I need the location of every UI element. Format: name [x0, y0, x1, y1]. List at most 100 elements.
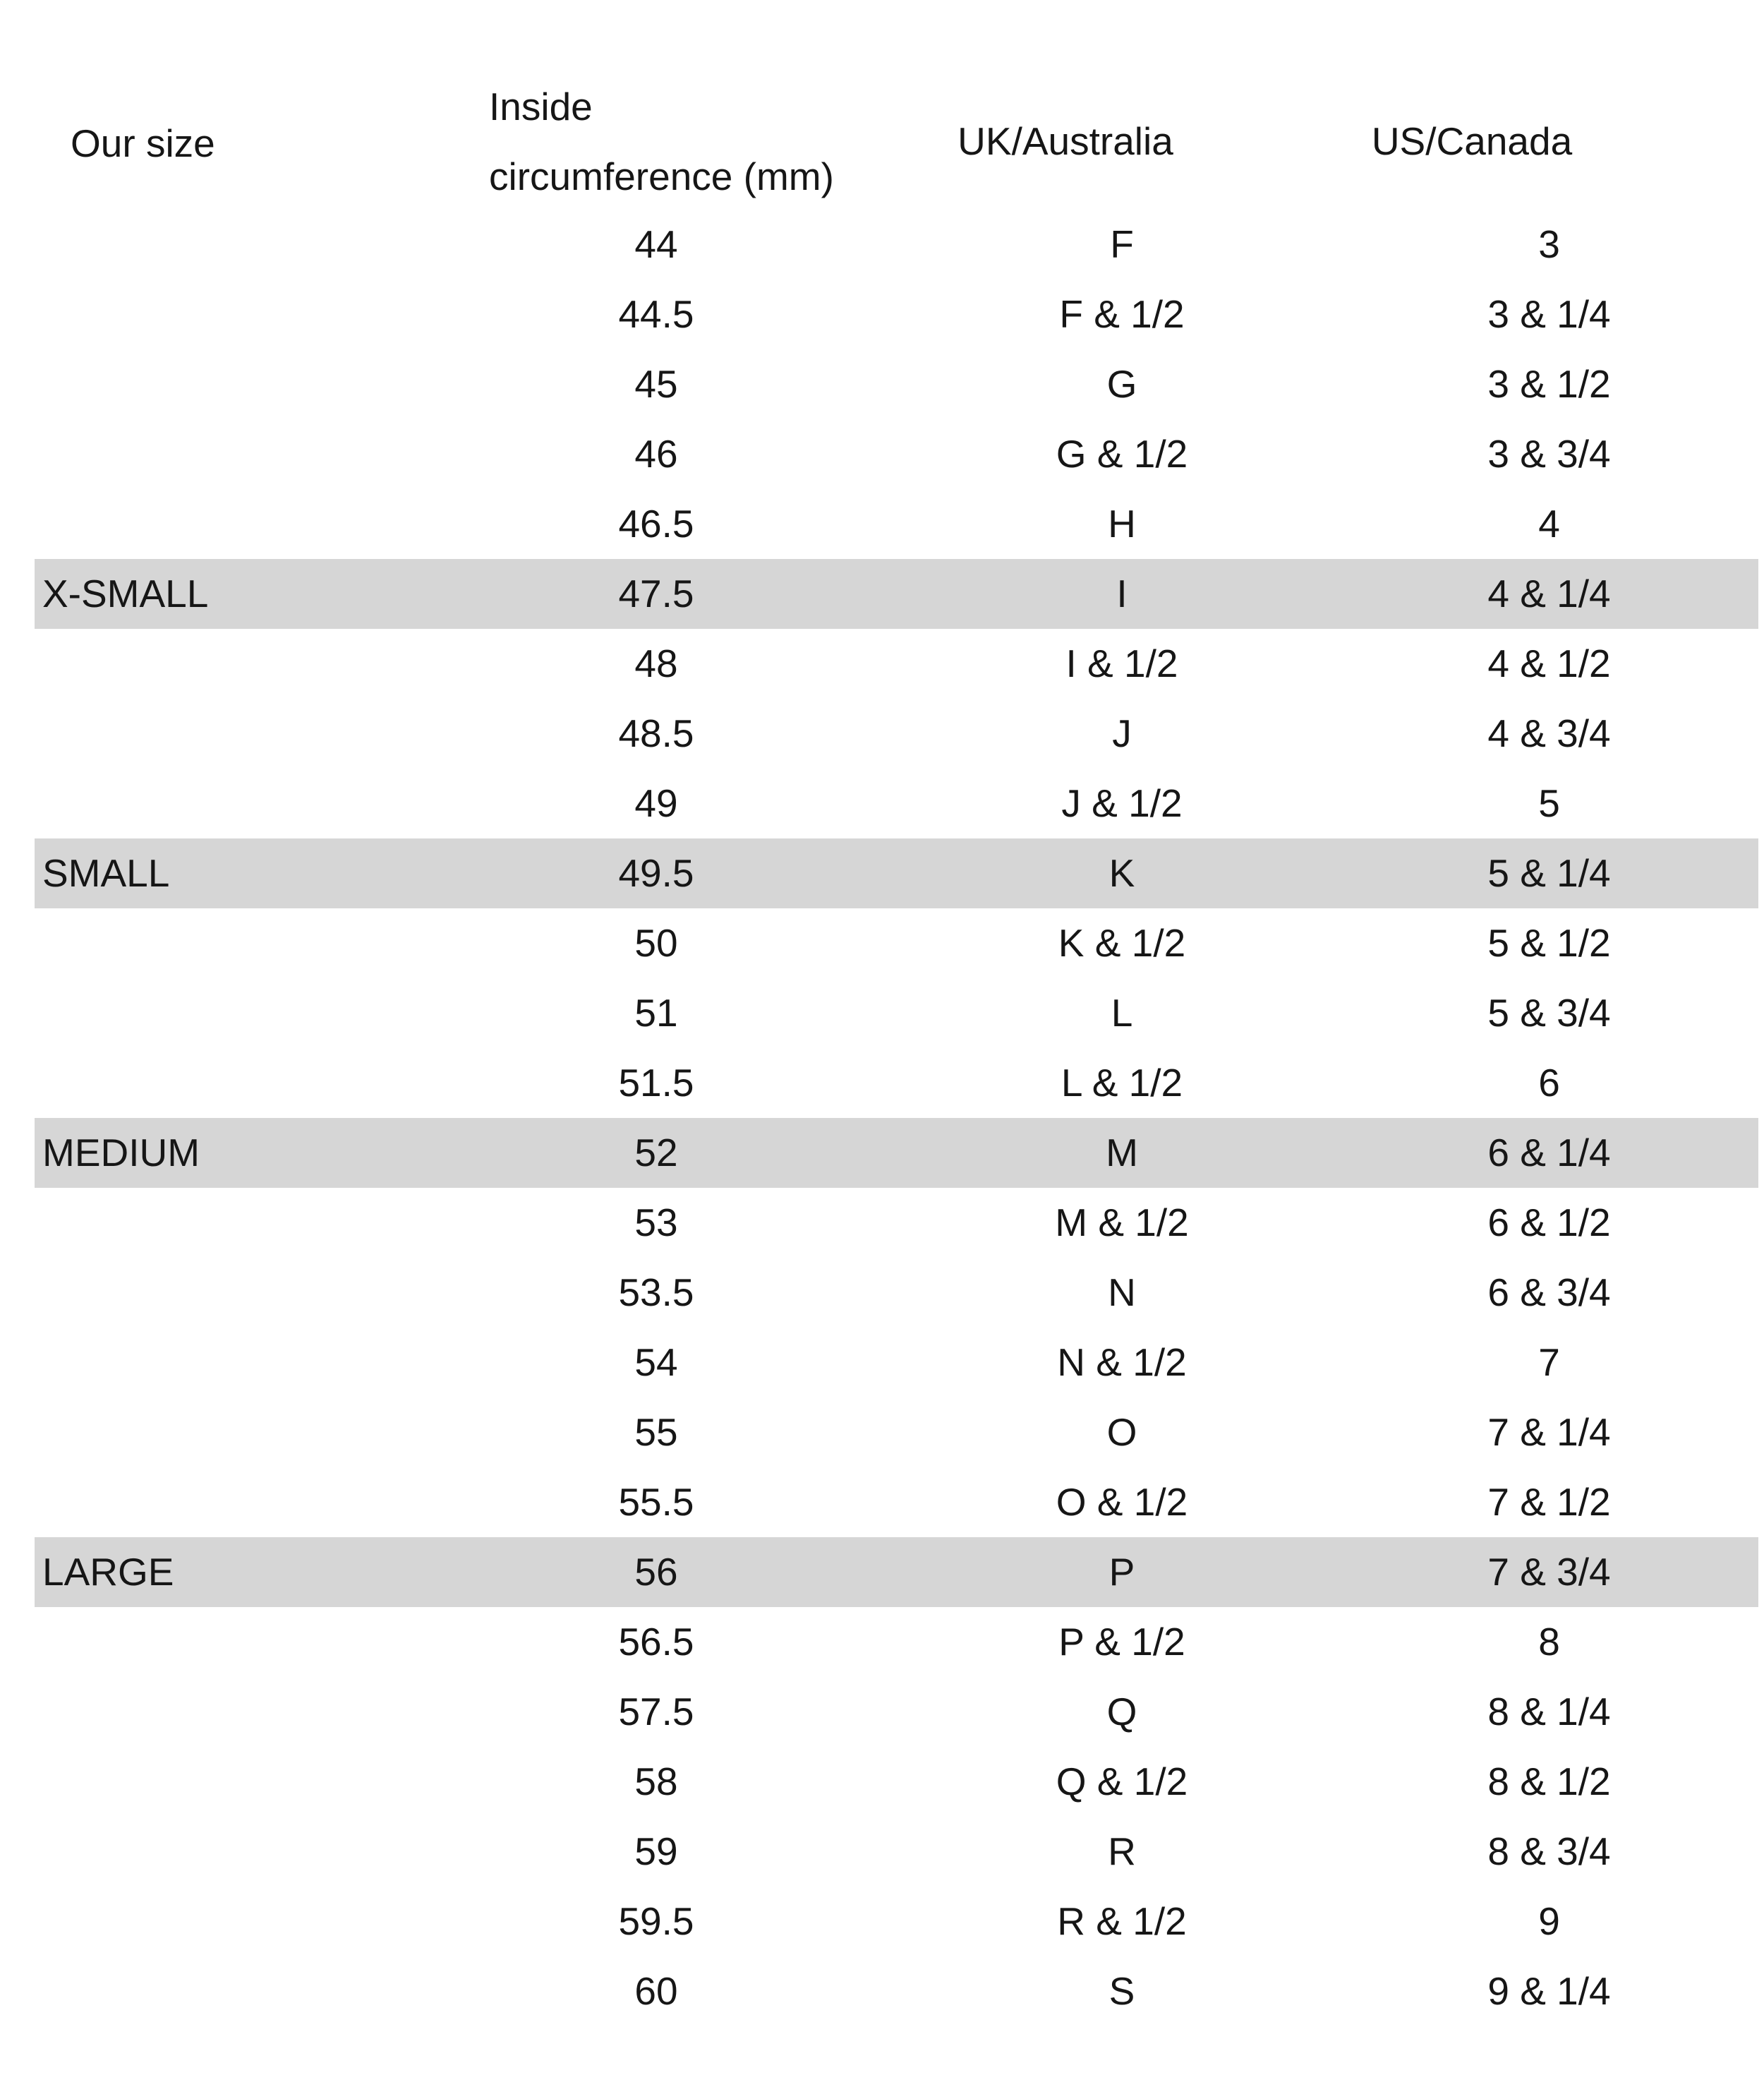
cell-our-size: MEDIUM [42, 1131, 200, 1174]
table-row: 48 I & 1/2 4 & 1/2 [35, 629, 1758, 699]
cell-us-canada: 5 & 1/2 [1487, 921, 1611, 965]
cell-uk-australia: F & 1/2 [1059, 292, 1185, 336]
cell-uk-australia: F [1110, 222, 1134, 266]
table-row: X-SMALL 47.5 I 4 & 1/4 [35, 559, 1758, 629]
table-row: 54 N & 1/2 7 [35, 1328, 1758, 1397]
cell-us-canada: 9 & 1/4 [1487, 1969, 1611, 2013]
cell-circumference: 53 [634, 1201, 678, 1244]
cell-uk-australia: L [1111, 991, 1133, 1035]
table-row: 48.5 J 4 & 3/4 [35, 699, 1758, 769]
column-header-our-size: Our size [71, 121, 215, 165]
cell-uk-australia: J [1112, 711, 1132, 755]
cell-circumference: 55.5 [618, 1480, 694, 1524]
cell-uk-australia: R & 1/2 [1057, 1899, 1187, 1943]
cell-uk-australia: Q [1106, 1690, 1137, 1733]
table-row: 45 G 3 & 1/2 [35, 349, 1758, 419]
table-row: 57.5 Q 8 & 1/4 [35, 1677, 1758, 1747]
cell-us-canada: 8 & 1/2 [1487, 1760, 1611, 1803]
cell-us-canada: 6 [1538, 1061, 1560, 1105]
table-row: 44 F 3 [35, 210, 1758, 279]
table-body: 44 F 3 44.5 F & 1/2 3 & 1/4 45 G 3 & 1/2… [35, 210, 1758, 2026]
cell-circumference: 56.5 [618, 1620, 694, 1664]
cell-circumference: 48 [634, 642, 678, 685]
cell-uk-australia: I & 1/2 [1065, 642, 1178, 685]
cell-uk-australia: P & 1/2 [1058, 1620, 1185, 1664]
column-header-uk-australia: UK/Australia [957, 119, 1173, 163]
cell-circumference: 44.5 [618, 292, 694, 336]
cell-uk-australia: P [1108, 1550, 1135, 1594]
table-row: 55.5 O & 1/2 7 & 1/2 [35, 1467, 1758, 1537]
cell-us-canada: 5 & 3/4 [1487, 991, 1611, 1035]
cell-us-canada: 6 & 3/4 [1487, 1270, 1611, 1314]
cell-us-canada: 5 [1538, 781, 1560, 825]
table-row: 60 S 9 & 1/4 [35, 1956, 1758, 2026]
cell-circumference: 51.5 [618, 1061, 694, 1105]
cell-uk-australia: K & 1/2 [1058, 921, 1186, 965]
cell-us-canada: 5 & 1/4 [1487, 851, 1611, 895]
cell-circumference: 59.5 [618, 1899, 694, 1943]
cell-uk-australia: M [1106, 1131, 1138, 1174]
cell-circumference: 44 [634, 222, 678, 266]
cell-us-canada: 8 & 3/4 [1487, 1829, 1611, 1873]
table-row: LARGE 56 P 7 & 3/4 [35, 1537, 1758, 1607]
cell-us-canada: 3 & 3/4 [1487, 432, 1611, 476]
cell-circumference: 49 [634, 781, 678, 825]
column-header-inside-circumference-line2: circumference (mm) [489, 155, 834, 198]
cell-us-canada: 7 [1538, 1340, 1560, 1384]
table-row: 59 R 8 & 3/4 [35, 1817, 1758, 1887]
cell-uk-australia: Q & 1/2 [1056, 1760, 1188, 1803]
cell-circumference: 50 [634, 921, 678, 965]
cell-us-canada: 7 & 1/2 [1487, 1480, 1611, 1524]
cell-our-size: X-SMALL [42, 572, 209, 615]
cell-us-canada: 8 & 1/4 [1487, 1690, 1611, 1733]
table-row: 55 O 7 & 1/4 [35, 1397, 1758, 1467]
cell-us-canada: 4 & 1/2 [1487, 642, 1611, 685]
column-header-us-canada: US/Canada [1371, 119, 1573, 163]
cell-circumference: 49.5 [618, 851, 694, 895]
column-header-inside-circumference-line1: Inside [489, 85, 593, 128]
cell-circumference: 46.5 [618, 502, 694, 546]
cell-circumference: 46 [634, 432, 678, 476]
cell-uk-australia: N & 1/2 [1057, 1340, 1187, 1384]
table-row: 44.5 F & 1/2 3 & 1/4 [35, 279, 1758, 349]
cell-circumference: 54 [634, 1340, 678, 1384]
cell-uk-australia: I [1116, 572, 1128, 615]
cell-uk-australia: K [1108, 851, 1135, 895]
cell-uk-australia: G & 1/2 [1056, 432, 1188, 476]
table-row: 51.5 L & 1/2 6 [35, 1048, 1758, 1118]
cell-us-canada: 9 [1538, 1899, 1560, 1943]
cell-us-canada: 4 & 3/4 [1487, 711, 1611, 755]
cell-uk-australia: L & 1/2 [1061, 1061, 1183, 1105]
cell-uk-australia: S [1108, 1969, 1135, 2013]
cell-us-canada: 8 [1538, 1620, 1560, 1664]
cell-us-canada: 3 [1538, 222, 1560, 266]
table-row: 58 Q & 1/2 8 & 1/2 [35, 1747, 1758, 1817]
cell-circumference: 52 [634, 1131, 678, 1174]
cell-us-canada: 7 & 3/4 [1487, 1550, 1611, 1594]
cell-circumference: 60 [634, 1969, 678, 2013]
cell-us-canada: 7 & 1/4 [1487, 1410, 1611, 1454]
cell-uk-australia: O & 1/2 [1056, 1480, 1188, 1524]
cell-circumference: 58 [634, 1760, 678, 1803]
table-row: 46.5 H 4 [35, 489, 1758, 559]
cell-circumference: 59 [634, 1829, 678, 1873]
table-row: 46 G & 1/2 3 & 3/4 [35, 419, 1758, 489]
cell-uk-australia: O [1106, 1410, 1137, 1454]
cell-uk-australia: G [1106, 362, 1137, 406]
table-row: MEDIUM 52 M 6 & 1/4 [35, 1118, 1758, 1188]
cell-circumference: 57.5 [618, 1690, 694, 1733]
table-row: 56.5 P & 1/2 8 [35, 1607, 1758, 1677]
cell-circumference: 51 [634, 991, 678, 1035]
cell-uk-australia: H [1108, 502, 1136, 546]
cell-circumference: 47.5 [618, 572, 694, 615]
cell-us-canada: 6 & 1/2 [1487, 1201, 1611, 1244]
cell-our-size: LARGE [42, 1550, 174, 1594]
cell-uk-australia: J & 1/2 [1061, 781, 1183, 825]
cell-us-canada: 4 [1538, 502, 1560, 546]
cell-us-canada: 6 & 1/4 [1487, 1131, 1611, 1174]
table-header: Our size Inside circumference (mm) UK/Au… [0, 0, 1764, 210]
table-row: 59.5 R & 1/2 9 [35, 1887, 1758, 1956]
table-row: 53.5 N 6 & 3/4 [35, 1258, 1758, 1328]
table-row: SMALL 49.5 K 5 & 1/4 [35, 838, 1758, 908]
